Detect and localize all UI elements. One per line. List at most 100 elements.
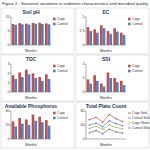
bar — [103, 28, 106, 45]
y-tick-label: 2 — [8, 72, 10, 76]
bar — [45, 120, 48, 139]
legend-key — [128, 123, 131, 124]
y-tick-label: 1 — [83, 76, 85, 80]
bar — [89, 84, 92, 92]
legend-label: Cage — [132, 17, 140, 21]
y-tick — [10, 125, 11, 126]
marker — [122, 125, 124, 127]
marker — [102, 121, 104, 123]
bar — [32, 23, 35, 45]
y-tick — [10, 111, 11, 112]
marker — [122, 132, 124, 134]
bar — [18, 23, 21, 45]
bar — [93, 29, 96, 45]
y-tick-label: 0 — [83, 43, 85, 47]
y-tick — [10, 17, 11, 18]
bar — [12, 75, 15, 92]
y-tick-label: 0 — [8, 137, 10, 141]
bar — [87, 79, 90, 92]
panel: Available Phosphorus02040MonthsCageContr… — [1, 102, 74, 148]
legend-label: Control — [57, 116, 68, 120]
panel: TOC0123MonthsCageControl — [1, 55, 74, 101]
legend-label: Cage — [57, 17, 65, 21]
y-tick-label: 0 — [83, 137, 85, 141]
y-tick-label: 5 — [83, 15, 85, 19]
bar — [21, 77, 24, 92]
legend-label: Cage — [57, 111, 65, 115]
line — [89, 125, 122, 129]
bar — [120, 33, 123, 45]
marker — [109, 120, 111, 122]
y-axis — [11, 111, 12, 139]
x-axis-label: Months — [100, 143, 112, 147]
y-tick — [10, 31, 11, 32]
marker — [89, 124, 91, 126]
bar — [28, 74, 31, 92]
panel-frame — [76, 55, 149, 101]
y-tick — [85, 31, 86, 32]
y-tick — [85, 111, 86, 112]
marker — [115, 123, 117, 125]
marker — [89, 132, 91, 134]
bar — [38, 117, 41, 139]
bar — [41, 122, 44, 139]
legend-label: Control Water — [132, 126, 150, 130]
bar — [41, 81, 44, 92]
legend-key — [128, 23, 131, 26]
marks — [87, 72, 126, 92]
y-tick-label: 2.5 — [80, 29, 85, 33]
legend-key — [128, 18, 131, 21]
bar — [109, 78, 112, 92]
y-tick — [85, 125, 86, 126]
panel: Soil pH0510MonthsCageControl — [1, 8, 74, 54]
bar — [38, 77, 41, 92]
y-tick-label: 80 — [81, 109, 85, 113]
marker — [109, 114, 111, 116]
bar — [123, 35, 126, 45]
y-tick-label: 5 — [8, 29, 10, 33]
figure: Figure 2 : Seasonal variations in sedime… — [0, 0, 150, 150]
legend-label: Control — [132, 69, 143, 73]
bar — [45, 23, 48, 45]
x-axis-label: Months — [25, 143, 37, 147]
y-tick-label: 0 — [8, 90, 10, 94]
y-tick-label: 40 — [6, 109, 10, 113]
chart-title: Total Plate Count — [86, 103, 127, 109]
y-tick — [10, 82, 11, 83]
bar — [48, 24, 51, 45]
y-tick-label: 40 — [81, 123, 85, 127]
y-tick — [85, 92, 86, 93]
y-axis — [11, 64, 12, 92]
bar — [96, 33, 99, 45]
legend-key — [53, 112, 56, 115]
bar — [41, 24, 44, 45]
marker — [122, 128, 124, 130]
y-tick — [10, 139, 11, 140]
marks — [12, 23, 51, 45]
x-axis-label: Months — [100, 96, 112, 100]
y-tick — [85, 45, 86, 46]
bar — [116, 32, 119, 45]
bar — [116, 82, 119, 92]
bar — [28, 125, 31, 139]
bar — [113, 78, 116, 92]
bar — [25, 24, 28, 45]
bar — [89, 31, 92, 45]
panel: EC02.55MonthsCageControl — [76, 8, 149, 54]
legend-key — [53, 117, 56, 120]
line — [89, 115, 122, 123]
marker — [102, 126, 104, 128]
x-axis-label: Months — [25, 96, 37, 100]
bar — [21, 124, 24, 139]
y-axis — [86, 17, 87, 45]
marker — [115, 131, 117, 133]
y-tick-label: 0 — [8, 43, 10, 47]
y-tick-label: 0 — [83, 90, 85, 94]
bar — [96, 81, 99, 92]
line — [89, 121, 122, 127]
y-tick-label: 10 — [6, 15, 10, 19]
bar — [25, 70, 28, 92]
marker — [95, 117, 97, 119]
bar — [34, 121, 37, 139]
bar — [18, 72, 21, 92]
